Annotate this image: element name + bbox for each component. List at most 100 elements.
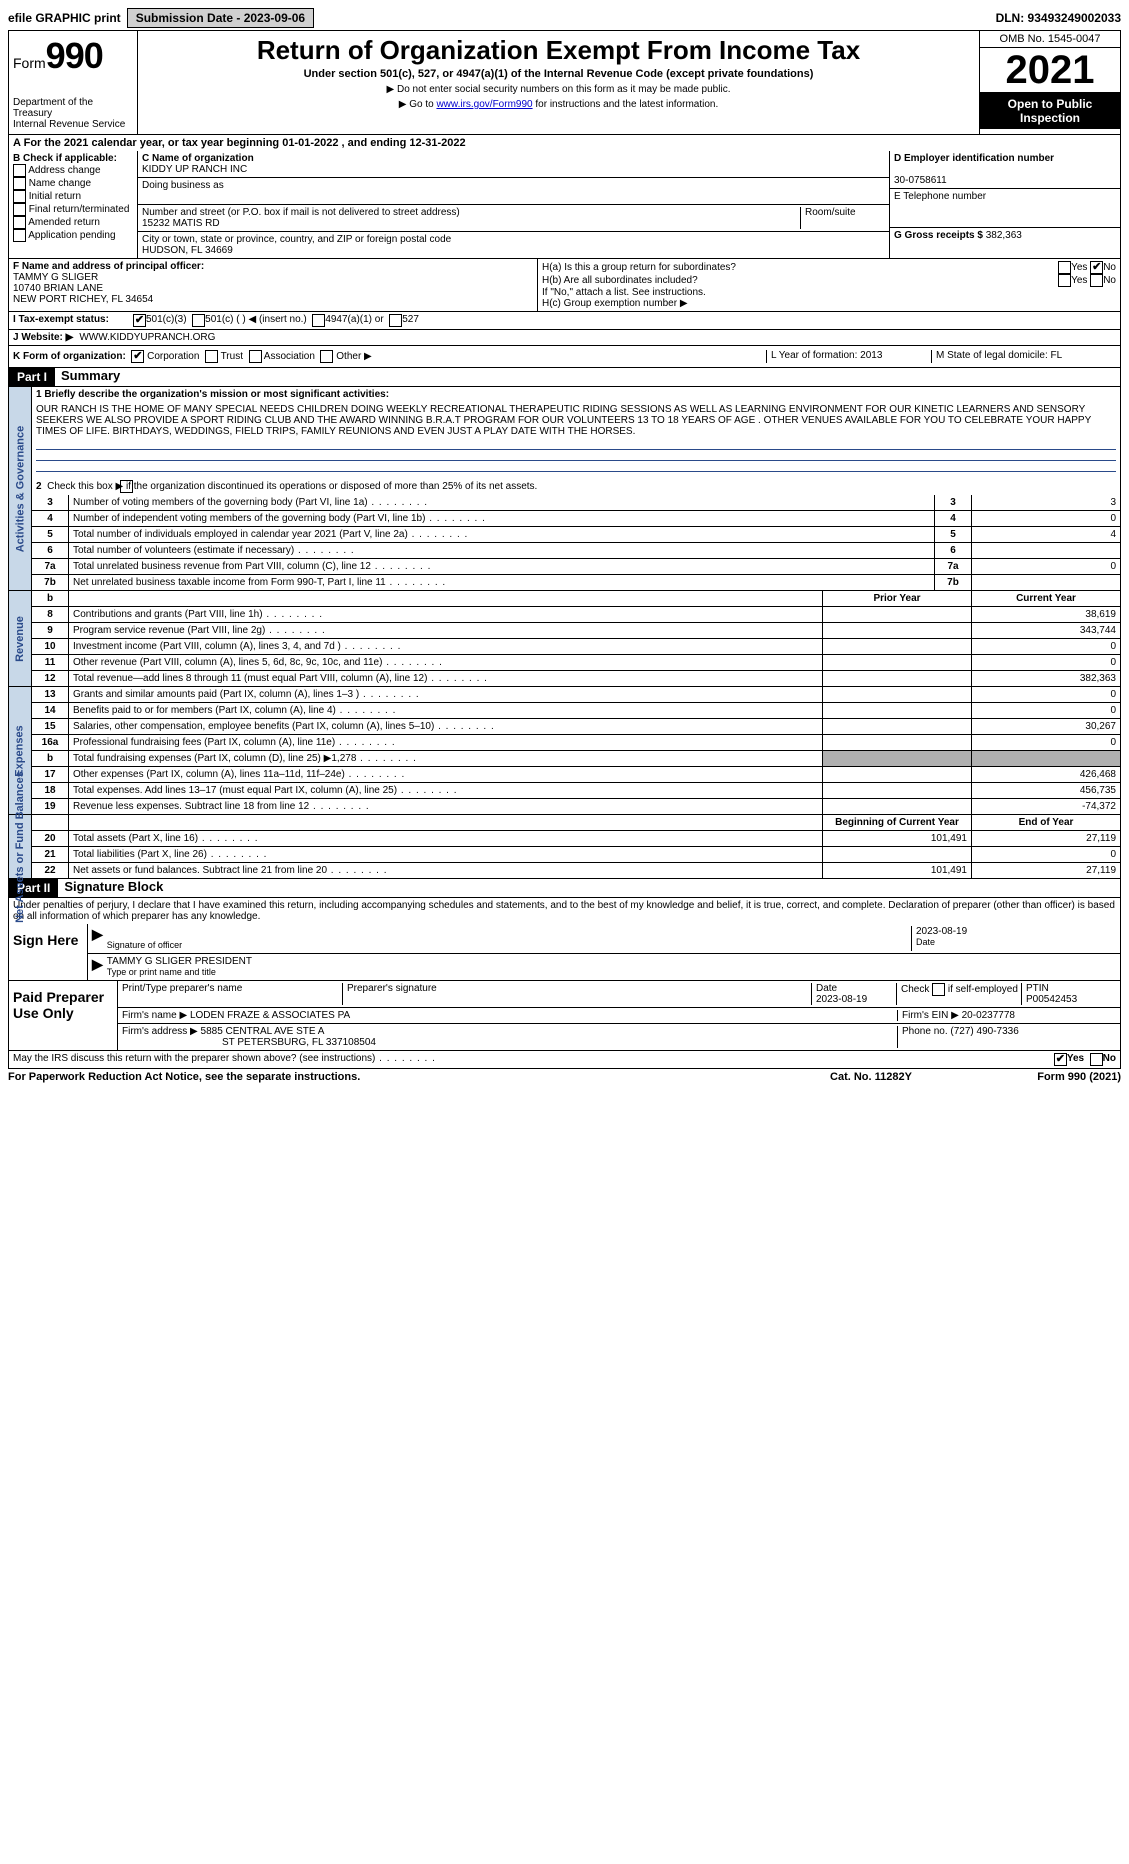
gov-val: 4 [972,527,1121,543]
cb-discuss-yes[interactable] [1054,1053,1067,1066]
rev-hdr-blank [69,591,823,607]
footer-left: For Paperwork Reduction Act Notice, see … [8,1071,771,1083]
gov-linelab: 6 [935,543,972,559]
exp-text: Revenue less expenses. Subtract line 18 … [69,799,823,815]
officer-addr2: NEW PORT RICHEY, FL 34654 [13,294,153,305]
gov-text: Total number of volunteers (estimate if … [69,543,935,559]
submission-date-button[interactable]: Submission Date - 2023-09-06 [127,8,314,28]
gov-linelab: 4 [935,511,972,527]
b-item-3: Final return/terminated [29,204,130,215]
net-num: 22 [32,863,69,879]
cb-501c[interactable] [192,314,205,327]
irs-link[interactable]: www.irs.gov/Form990 [436,99,532,110]
rev-text: Program service revenue (Part VIII, line… [69,623,823,639]
j-label: J Website: ▶ [13,332,73,343]
firm-name-label: Firm's name ▶ [122,1010,187,1021]
net-hdr-end: End of Year [972,815,1121,831]
exp-prior [823,799,972,815]
header-title-box: Return of Organization Exempt From Incom… [138,31,979,134]
hc-label: H(c) Group exemption number ▶ [542,298,1116,309]
c-name-label: C Name of organization [142,153,254,164]
cb-ha-no[interactable] [1090,261,1103,274]
cb-assoc[interactable] [249,350,262,363]
ein-value: 30-0758611 [894,175,947,186]
section-c: C Name of organization KIDDY UP RANCH IN… [138,151,889,258]
e-label: E Telephone number [894,191,986,202]
cb-hb-no[interactable] [1090,274,1103,287]
rev-num: 9 [32,623,69,639]
cb-other[interactable] [320,350,333,363]
discuss-no: No [1103,1053,1116,1066]
dept-label: Department of the Treasury [13,97,133,119]
b-item-0: Address change [28,165,100,176]
cb-name-change[interactable] [13,177,26,190]
gov-text: Total number of individuals employed in … [69,527,935,543]
officer-name: TAMMY G SLIGER [13,272,98,283]
rev-num: 12 [32,671,69,687]
cb-discontinued[interactable] [120,480,133,493]
cb-527[interactable] [389,314,402,327]
dln-label: DLN: 93493249002033 [996,11,1121,25]
gov-linelab: 7a [935,559,972,575]
cb-501c3[interactable] [133,314,146,327]
cb-discuss-no[interactable] [1090,1053,1103,1066]
prep-h2: Preparer's signature [343,983,812,1005]
page-footer: For Paperwork Reduction Act Notice, see … [8,1071,1121,1083]
exp-text: Total fundraising expenses (Part IX, col… [69,751,823,767]
cb-final-return[interactable] [13,203,26,216]
cb-initial-return[interactable] [13,190,26,203]
cb-corp[interactable] [131,350,144,363]
prep-h4: Check if self-employed [897,983,1022,1005]
cb-4947[interactable] [312,314,325,327]
rev-prior [823,639,972,655]
uline1 [36,439,1116,450]
org-city: HUDSON, FL 34669 [142,245,233,256]
gov-num: 5 [32,527,69,543]
prep-h3: Date [816,983,837,994]
k-assoc: Association [264,351,315,362]
exp-prior [823,687,972,703]
part2-title: Signature Block [58,879,163,897]
ptin-value: P00542453 [1026,994,1077,1005]
k-label: K Form of organization: [13,351,126,362]
rev-prior [823,655,972,671]
net-end: 0 [972,847,1121,863]
sig-name: TAMMY G SLIGER PRESIDENT [107,956,252,967]
exp-num: b [32,751,69,767]
exp-prior [823,783,972,799]
exp-num: 18 [32,783,69,799]
part2-header: Part II Signature Block [8,879,1121,898]
net-text: Net assets or fund balances. Subtract li… [69,863,823,879]
irs-label: Internal Revenue Service [13,119,133,130]
dba-label: Doing business as [142,180,224,191]
omb-number: OMB No. 1545-0047 [980,31,1120,48]
l-year-formation: L Year of formation: 2013 [766,350,931,363]
firm-phone-label: Phone no. [902,1026,948,1037]
rev-hdr-prior: Prior Year [823,591,972,607]
exp-prior [823,767,972,783]
cb-self-employed[interactable] [932,983,945,996]
cb-address-change[interactable] [13,164,26,177]
exp-curr: 0 [972,687,1121,703]
cb-application-pending[interactable] [13,229,26,242]
net-begin: 101,491 [823,863,972,879]
cb-ha-yes[interactable] [1058,261,1071,274]
form-id-box: Form990 Department of the Treasury Inter… [9,31,138,134]
cb-trust[interactable] [205,350,218,363]
room-suite-label: Room/suite [800,207,885,229]
firm-phone: (727) 490-7336 [950,1026,1018,1037]
preparer-block: Paid Preparer Use Only Print/Type prepar… [8,981,1121,1051]
city-label: City or town, state or province, country… [142,234,451,245]
part1-title: Summary [55,368,120,386]
cb-hb-yes[interactable] [1058,274,1071,287]
period-text: For the 2021 calendar year, or tax year … [24,137,466,149]
rev-prior [823,623,972,639]
note-link-pre: ▶ Go to [399,99,437,110]
exp-text: Other expenses (Part IX, column (A), lin… [69,767,823,783]
exp-curr: 0 [972,703,1121,719]
k-other: Other ▶ [336,351,371,362]
cb-amended[interactable] [13,216,26,229]
website-value: WWW.KIDDYUPRANCH.ORG [79,332,215,343]
hb-note: If "No," attach a list. See instructions… [542,287,1116,298]
identity-block: B Check if applicable: Address change Na… [8,151,1121,259]
